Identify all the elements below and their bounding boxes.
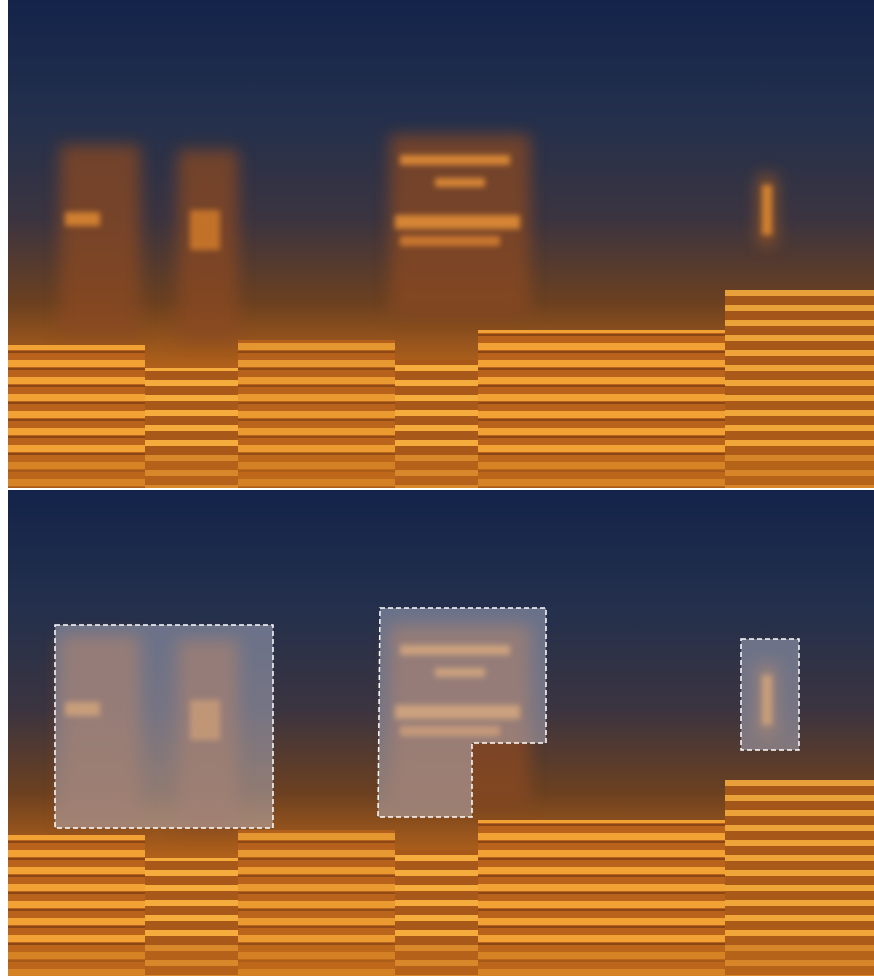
selection[interactable] <box>55 625 273 828</box>
selection[interactable] <box>741 639 799 750</box>
page <box>0 0 874 976</box>
original-spectrogram <box>8 0 874 488</box>
spectrogram-view <box>0 0 874 976</box>
